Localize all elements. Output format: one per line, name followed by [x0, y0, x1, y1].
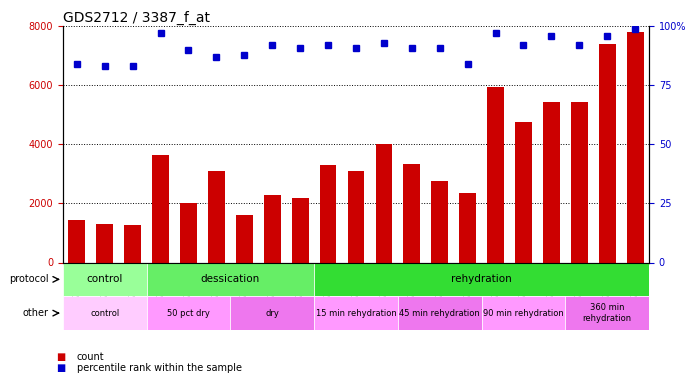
- Bar: [376, 144, 392, 262]
- FancyBboxPatch shape: [398, 296, 482, 330]
- Bar: [459, 193, 476, 262]
- Text: percentile rank within the sample: percentile rank within the sample: [77, 363, 242, 373]
- Text: other: other: [23, 308, 49, 318]
- FancyBboxPatch shape: [314, 262, 649, 296]
- Bar: [124, 225, 141, 262]
- Text: 50 pct dry: 50 pct dry: [167, 309, 210, 318]
- Bar: [208, 171, 225, 262]
- Bar: [264, 195, 281, 262]
- Text: 90 min rehydration: 90 min rehydration: [483, 309, 564, 318]
- FancyBboxPatch shape: [63, 262, 147, 296]
- Text: ■: ■: [56, 352, 65, 362]
- FancyBboxPatch shape: [482, 296, 565, 330]
- FancyBboxPatch shape: [565, 296, 649, 330]
- Text: control: control: [90, 309, 119, 318]
- Text: rehydration: rehydration: [451, 274, 512, 284]
- Text: 15 min rehydration: 15 min rehydration: [315, 309, 396, 318]
- Bar: [599, 44, 616, 262]
- Text: dessication: dessication: [201, 274, 260, 284]
- Bar: [320, 165, 336, 262]
- Bar: [487, 87, 504, 262]
- Text: dry: dry: [265, 309, 279, 318]
- Bar: [543, 102, 560, 262]
- Bar: [403, 164, 420, 262]
- Bar: [180, 203, 197, 262]
- Text: protocol: protocol: [9, 274, 49, 284]
- FancyBboxPatch shape: [147, 262, 314, 296]
- Bar: [152, 155, 169, 262]
- Text: GDS2712 / 3387_f_at: GDS2712 / 3387_f_at: [63, 11, 210, 25]
- Text: control: control: [87, 274, 123, 284]
- Bar: [96, 224, 113, 262]
- Bar: [348, 171, 364, 262]
- Bar: [68, 220, 85, 262]
- Bar: [515, 122, 532, 262]
- Bar: [627, 32, 644, 262]
- FancyBboxPatch shape: [230, 296, 314, 330]
- Bar: [292, 198, 309, 262]
- Bar: [431, 181, 448, 262]
- Text: count: count: [77, 352, 105, 362]
- FancyBboxPatch shape: [147, 296, 230, 330]
- Text: ■: ■: [56, 363, 65, 373]
- FancyBboxPatch shape: [63, 296, 147, 330]
- Bar: [236, 215, 253, 262]
- Text: 45 min rehydration: 45 min rehydration: [399, 309, 480, 318]
- Text: 360 min
rehydration: 360 min rehydration: [583, 303, 632, 323]
- FancyBboxPatch shape: [314, 296, 398, 330]
- Bar: [571, 102, 588, 262]
